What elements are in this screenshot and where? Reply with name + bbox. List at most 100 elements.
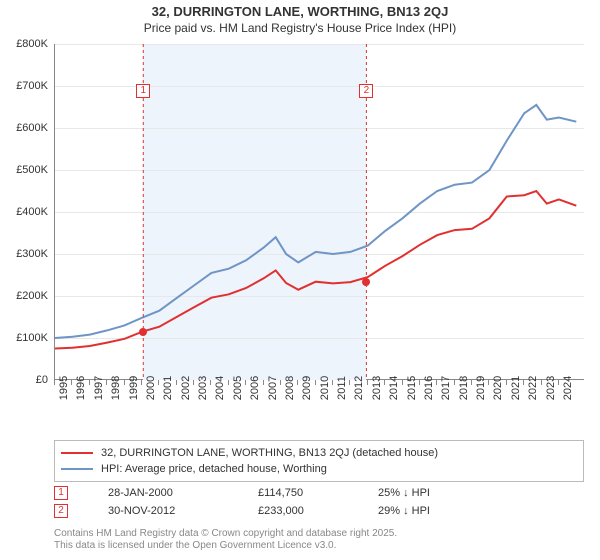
- x-tick-label: 2002: [180, 376, 192, 400]
- x-tick-mark: [124, 380, 125, 385]
- chart-header: 32, DURRINGTON LANE, WORTHING, BN13 2QJ …: [0, 0, 600, 35]
- x-tick-mark: [245, 380, 246, 385]
- chart-title: 32, DURRINGTON LANE, WORTHING, BN13 2QJ: [0, 4, 600, 19]
- x-tick-label: 2022: [527, 376, 539, 400]
- x-tick-label: 2003: [197, 376, 209, 400]
- y-tick-label: £0: [0, 374, 48, 386]
- sale-diff: 25% ↓ HPI: [378, 487, 468, 499]
- x-tick-mark: [454, 380, 455, 385]
- legend: 32, DURRINGTON LANE, WORTHING, BN13 2QJ …: [54, 440, 584, 482]
- x-tick-label: 2000: [145, 376, 157, 400]
- x-tick-label: 2021: [510, 376, 522, 400]
- x-tick-label: 2007: [267, 376, 279, 400]
- x-tick-label: 2017: [440, 376, 452, 400]
- x-tick-label: 2020: [492, 376, 504, 400]
- legend-label: HPI: Average price, detached house, Wort…: [101, 461, 327, 477]
- x-tick-label: 2024: [562, 376, 574, 400]
- x-tick-label: 2008: [284, 376, 296, 400]
- x-tick-mark: [228, 380, 229, 385]
- x-tick-mark: [419, 380, 420, 385]
- series-subject: [55, 191, 576, 349]
- x-tick-mark: [141, 380, 142, 385]
- chart-subtitle: Price paid vs. HM Land Registry's House …: [0, 21, 600, 35]
- x-tick-mark: [506, 380, 507, 385]
- x-tick-mark: [558, 380, 559, 385]
- x-tick-mark: [402, 380, 403, 385]
- y-tick-label: £100K: [0, 332, 48, 344]
- x-tick-label: 1998: [110, 376, 122, 400]
- sale-dot: [139, 328, 147, 336]
- chart-area: 12 £0£100K£200K£300K£400K£500K£600K£700K…: [54, 44, 584, 404]
- x-tick-mark: [541, 380, 542, 385]
- x-tick-mark: [436, 380, 437, 385]
- x-tick-label: 1999: [128, 376, 140, 400]
- legend-item: 32, DURRINGTON LANE, WORTHING, BN13 2QJ …: [61, 445, 577, 461]
- y-tick-label: £300K: [0, 248, 48, 260]
- plot-area: 12: [54, 44, 584, 380]
- legend-item: HPI: Average price, detached house, Wort…: [61, 461, 577, 477]
- y-tick-label: £800K: [0, 38, 48, 50]
- footer-line-2: This data is licensed under the Open Gov…: [54, 540, 584, 552]
- x-tick-label: 1995: [58, 376, 70, 400]
- x-tick-mark: [210, 380, 211, 385]
- x-tick-mark: [471, 380, 472, 385]
- y-tick-label: £600K: [0, 122, 48, 134]
- sale-price: £114,750: [258, 487, 338, 499]
- x-tick-mark: [54, 380, 55, 385]
- x-tick-mark: [367, 380, 368, 385]
- x-tick-mark: [193, 380, 194, 385]
- sales-table-row: 2 30-NOV-2012 £233,000 29% ↓ HPI: [54, 502, 584, 520]
- y-tick-label: £200K: [0, 290, 48, 302]
- sale-date: 30-NOV-2012: [108, 505, 218, 517]
- x-tick-mark: [158, 380, 159, 385]
- x-tick-mark: [280, 380, 281, 385]
- x-tick-mark: [106, 380, 107, 385]
- legend-swatch: [61, 452, 93, 454]
- x-tick-label: 2023: [545, 376, 557, 400]
- x-tick-label: 2009: [301, 376, 313, 400]
- legend-label: 32, DURRINGTON LANE, WORTHING, BN13 2QJ …: [101, 445, 438, 461]
- x-tick-mark: [263, 380, 264, 385]
- x-tick-label: 2014: [388, 376, 400, 400]
- x-tick-mark: [89, 380, 90, 385]
- footer-attribution: Contains HM Land Registry data © Crown c…: [54, 528, 584, 552]
- sale-diff: 29% ↓ HPI: [378, 505, 468, 517]
- y-tick-label: £700K: [0, 80, 48, 92]
- x-tick-mark: [176, 380, 177, 385]
- sale-price: £233,000: [258, 505, 338, 517]
- x-tick-mark: [384, 380, 385, 385]
- x-tick-label: 2006: [249, 376, 261, 400]
- sale-dot: [362, 278, 370, 286]
- x-tick-label: 1996: [75, 376, 87, 400]
- x-tick-label: 2018: [458, 376, 470, 400]
- x-tick-label: 2011: [336, 376, 348, 400]
- y-tick-label: £400K: [0, 206, 48, 218]
- y-tick-label: £500K: [0, 164, 48, 176]
- x-tick-mark: [297, 380, 298, 385]
- sales-table-row: 1 28-JAN-2000 £114,750 25% ↓ HPI: [54, 484, 584, 502]
- x-tick-mark: [315, 380, 316, 385]
- sale-marker-box: 1: [136, 84, 150, 98]
- x-tick-label: 2010: [319, 376, 331, 400]
- x-tick-mark: [332, 380, 333, 385]
- sale-id-marker: 1: [54, 486, 68, 500]
- x-tick-label: 2019: [475, 376, 487, 400]
- series-hpi: [55, 105, 576, 338]
- x-tick-label: 2012: [353, 376, 365, 400]
- x-tick-mark: [523, 380, 524, 385]
- x-tick-label: 2016: [423, 376, 435, 400]
- x-tick-label: 2005: [232, 376, 244, 400]
- x-tick-mark: [71, 380, 72, 385]
- sale-marker-box: 2: [359, 84, 373, 98]
- series-svg: [55, 44, 585, 380]
- x-tick-label: 2015: [406, 376, 418, 400]
- x-tick-label: 2013: [371, 376, 383, 400]
- sales-table: 1 28-JAN-2000 £114,750 25% ↓ HPI 2 30-NOV-201…: [54, 484, 584, 520]
- footer-line-1: Contains HM Land Registry data © Crown c…: [54, 528, 584, 540]
- x-tick-label: 2001: [162, 376, 174, 400]
- x-tick-mark: [349, 380, 350, 385]
- legend-swatch: [61, 468, 93, 470]
- x-tick-mark: [488, 380, 489, 385]
- sale-date: 28-JAN-2000: [108, 487, 218, 499]
- sale-id-marker: 2: [54, 504, 68, 518]
